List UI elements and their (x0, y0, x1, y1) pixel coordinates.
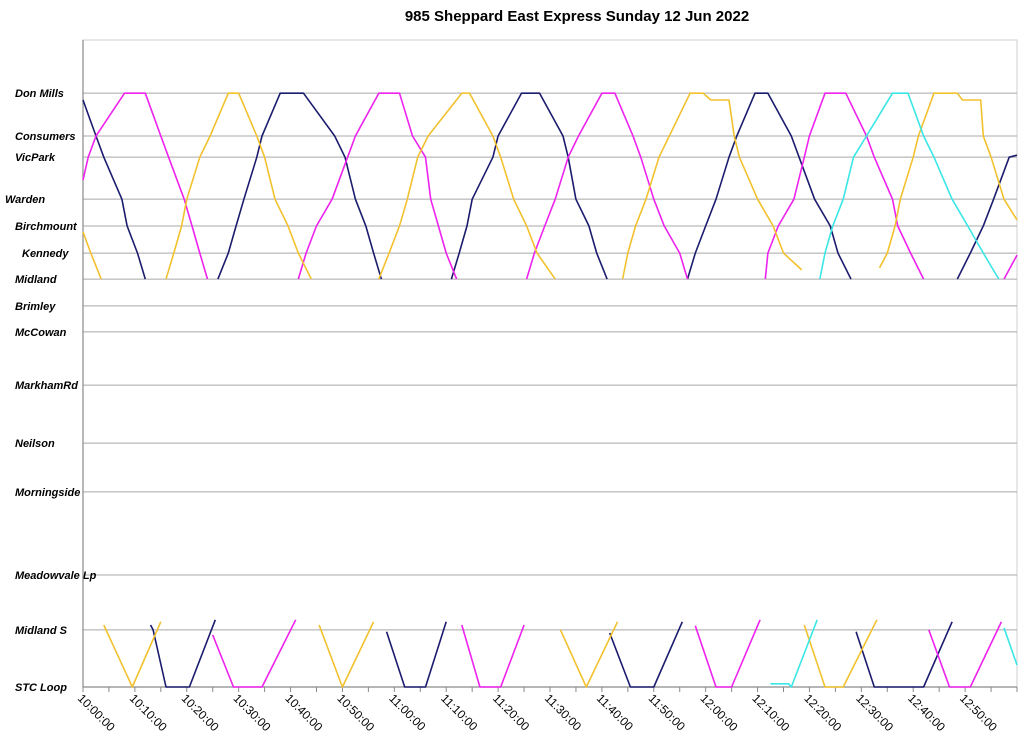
x-tick-label: 11:10:00 (438, 691, 481, 734)
vehicle-3-trip-segment-6 (559, 621, 619, 688)
y-label-markhamrd: MarkhamRd (15, 380, 78, 392)
x-tick-label: 11:20:00 (490, 691, 533, 734)
vehicle-3-trip-segment-5 (378, 92, 556, 280)
y-label-brimley: Brimley (15, 301, 56, 313)
y-label-consumers: Consumers (15, 131, 76, 143)
y-label-don-mills: Don Mills (15, 88, 64, 100)
vehicle-2-trip-segment-5 (525, 92, 689, 280)
vehicle-2-trip-segment-9 (1003, 254, 1018, 280)
vehicle-4-trip-segment-2 (819, 92, 1000, 280)
vehicle-4-trip-segment-3 (1003, 627, 1018, 666)
vehicle-3-trip-segment-2 (103, 621, 162, 688)
x-tick-label: 11:00:00 (386, 691, 429, 734)
plot-frame (82, 39, 1018, 688)
x-tick-label: 12:00:00 (698, 691, 741, 734)
vehicle-3-trip-segment-1 (82, 231, 102, 280)
vehicle-1-trip-segment-5 (450, 92, 608, 280)
x-tick-label: 12:30:00 (853, 691, 896, 734)
vehicle-3-trip-segment-8 (803, 619, 878, 688)
x-tick-label: 12:40:00 (905, 691, 948, 734)
x-tick-label: 10:10:00 (127, 691, 170, 734)
x-tick-label: 11:50:00 (646, 691, 689, 734)
y-label-midland-s: Midland S (15, 625, 68, 637)
vehicle-2-trip-segment-8 (928, 621, 1003, 688)
x-tick-label: 10:40:00 (282, 691, 325, 734)
x-tick-label: 12:20:00 (801, 691, 844, 734)
vehicle-1-trip-segment-7 (686, 92, 852, 280)
x-tick-label: 12:50:00 (957, 691, 1000, 734)
y-label-kennedy: Kennedy (22, 248, 69, 260)
y-label-stc-loop: STC Loop (15, 682, 67, 694)
y-label-morningside: Morningside (15, 487, 80, 499)
y-label-neilson: Neilson (15, 438, 55, 450)
y-label-warden: Warden (5, 194, 45, 206)
y-label-midland: Midland (15, 274, 57, 286)
x-tick-label: 11:30:00 (542, 691, 585, 734)
y-label-vicpark: VicPark (15, 152, 56, 164)
y-label-meadowvale-lp: Meadowvale Lp (15, 570, 97, 582)
y-label-birchmount: Birchmount (15, 221, 78, 233)
vehicle-1-trip-segment-2 (149, 619, 217, 688)
vehicle-3-trip-segment-3 (165, 92, 313, 280)
x-tick-label: 12:10:00 (749, 691, 792, 734)
vehicle-2-trip-segment-4 (461, 624, 525, 688)
x-tick-label: 10:30:00 (231, 691, 274, 734)
vehicle-4-trip-segment-1 (770, 619, 818, 688)
vehicle-1-trip-segment-4 (385, 621, 447, 688)
vehicle-3-trip-segment-4 (318, 621, 375, 688)
vehicle-1-trip-segment-1 (82, 99, 147, 280)
chart-title: 985 Sheppard East Express Sunday 12 Jun … (404, 8, 750, 25)
vehicle-3-trip-segment-9 (878, 92, 1018, 269)
y-label-mccowan: McCowan (15, 327, 67, 339)
vehicle-2-trip-segment-7 (764, 92, 925, 280)
vehicle-3-trip-segment-7 (621, 92, 803, 280)
vehicle-2-trip-segment-2 (211, 619, 297, 688)
x-tick-label: 11:40:00 (594, 691, 637, 734)
x-tick-label: 10:50:00 (334, 691, 377, 734)
vehicle-1-trip-segment-3 (217, 92, 383, 280)
vehicle-2-trip-segment-6 (694, 619, 761, 688)
vehicle-2-trip-segment-1 (82, 92, 209, 280)
vehicle-2-trip-segment-3 (297, 92, 458, 280)
x-tick-label: 10:20:00 (179, 691, 222, 734)
x-tick-label: 10:00:00 (75, 691, 118, 734)
vehicle-1-trip-segment-6 (608, 621, 684, 688)
vehicle-1-trip-segment-9 (956, 154, 1018, 280)
